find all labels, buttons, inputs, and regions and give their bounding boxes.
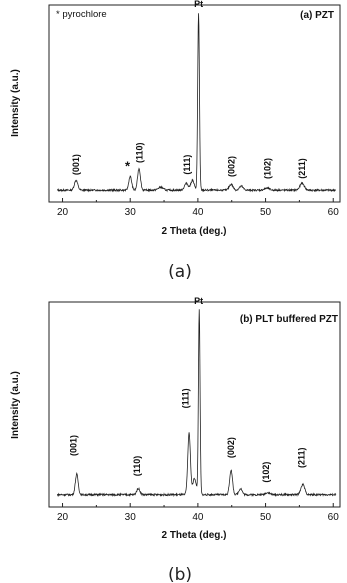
y-axis-label-b: Intensity (a.u.)	[10, 371, 21, 439]
xrd-trace-a	[56, 13, 336, 193]
y-axis-label-a: Intensity (a.u.)	[10, 69, 21, 137]
peak-label: (102)	[263, 158, 273, 179]
peak-label: (211)	[297, 158, 307, 179]
peak-label: (110)	[135, 143, 145, 164]
peak-label: (111)	[181, 388, 191, 408]
x-tick-label: 30	[125, 207, 137, 218]
x-axis-label-b: 2 Theta (deg.)	[161, 530, 226, 541]
panel-label-b: (b) PLT buffered PZT	[240, 314, 338, 325]
peak-label: (102)	[261, 462, 271, 483]
x-tick-label: 20	[57, 512, 69, 523]
x-axis-ticks-b: 20 30 40 50 60	[57, 503, 339, 523]
peak-label: (001)	[71, 154, 81, 175]
peak-label: (002)	[227, 156, 237, 177]
chart-panel-a: 20 30 40 50 60 (001) *(110)(111)Pt(002) (102)(…	[10, 0, 341, 282]
panel-label-a: (a) PZT	[300, 10, 334, 21]
xrd-trace-b	[56, 309, 337, 498]
x-tick-label: 50	[260, 207, 272, 218]
peak-label: Pt	[194, 296, 203, 306]
plot-frame-a	[48, 4, 341, 203]
peak-label: (111)	[182, 155, 192, 175]
peak-label: Pt	[194, 0, 203, 9]
x-tick-label: 60	[328, 207, 340, 218]
plot-frame-b	[48, 301, 341, 508]
peak-annotations-b: (001) (110) (111) Pt (002) (102) (211)	[68, 296, 306, 483]
x-tick-label: 30	[125, 512, 137, 523]
x-tick-label: 60	[328, 512, 340, 523]
x-axis-label-a: 2 Theta (deg.)	[161, 226, 226, 237]
x-tick-label: 50	[260, 512, 272, 523]
caption-b: (b)	[168, 565, 192, 583]
x-tick-label: 40	[192, 512, 204, 523]
peak-label: (110)	[132, 456, 142, 477]
peak-label: *	[125, 159, 131, 174]
peak-label: (001)	[68, 435, 78, 456]
peak-label: (211)	[296, 448, 306, 469]
legend-pyrochlore: * pyrochlore	[56, 9, 107, 20]
peak-annotations-a: (001) * (110) (111) Pt (002) (102) (211)	[71, 0, 307, 179]
x-axis-ticks-a: 20 30 40 50 60	[57, 198, 339, 218]
x-tick-label: 20	[57, 207, 69, 218]
chart-panel-b: 20 30 40 50 60 (001) (110) (111) Pt (002) (102) (2…	[10, 296, 341, 583]
x-tick-label: 40	[192, 207, 204, 218]
peak-label: (002)	[226, 437, 236, 458]
caption-a: (a)	[168, 262, 192, 282]
